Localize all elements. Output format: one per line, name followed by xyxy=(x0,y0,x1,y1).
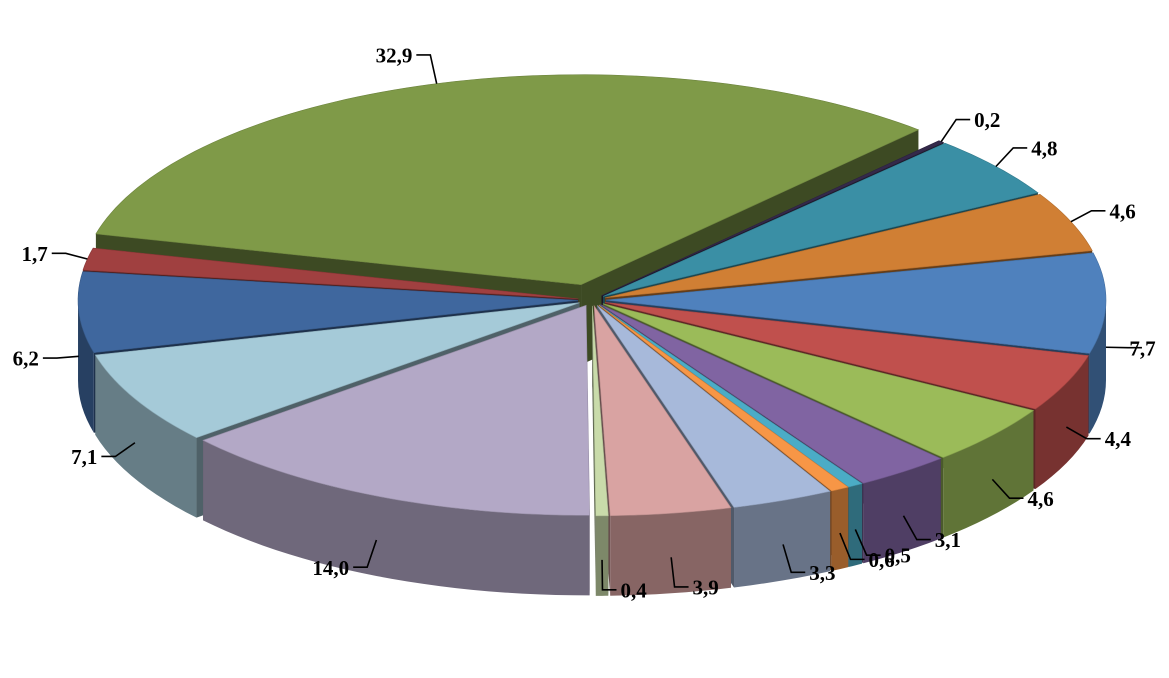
slice-12 xyxy=(82,247,579,300)
slice-side-5 xyxy=(831,487,849,571)
leader-line-8 xyxy=(601,559,617,591)
slice-side-8 xyxy=(595,515,609,596)
leader-line-12 xyxy=(51,252,88,260)
slice-side-7 xyxy=(610,507,731,596)
slice-2 xyxy=(602,303,1035,458)
slice-label-10: 7,1 xyxy=(71,445,97,469)
slice-3 xyxy=(600,304,942,484)
slice-11 xyxy=(77,271,579,354)
slice-7 xyxy=(593,304,732,517)
leader-line-6 xyxy=(782,544,806,574)
slice-side-6 xyxy=(734,491,831,588)
slice-5 xyxy=(598,304,849,492)
slice-label-16: 4,6 xyxy=(1109,199,1135,223)
slice-label-13: 32,9 xyxy=(376,43,413,67)
leader-line-2 xyxy=(991,478,1024,500)
slice-label-9: 14,0 xyxy=(312,556,349,580)
leader-line-7 xyxy=(670,557,689,588)
slice-label-8: 0,4 xyxy=(620,578,647,602)
slice-label-0: 7,7 xyxy=(1129,336,1155,360)
leader-line-9 xyxy=(353,539,378,569)
slice-10 xyxy=(94,302,580,439)
leader-line-16 xyxy=(1070,209,1106,223)
slice-side-3 xyxy=(863,458,941,564)
slice-9 xyxy=(202,304,590,516)
slice-label-14: 0,2 xyxy=(974,108,1000,132)
slice-label-1: 4,4 xyxy=(1105,427,1132,451)
slice-6 xyxy=(596,305,831,508)
leader-line-4 xyxy=(854,529,881,556)
slice-side-4 xyxy=(848,483,863,568)
leader-line-3 xyxy=(902,515,931,541)
slice-side-1 xyxy=(1035,355,1089,490)
slice-13 xyxy=(95,74,920,286)
leader-line-1 xyxy=(1065,426,1101,440)
slice-label-7: 3,9 xyxy=(693,576,719,600)
leader-line-13 xyxy=(416,54,438,84)
slice-label-2: 4,6 xyxy=(1027,487,1053,511)
leader-line-15 xyxy=(995,147,1028,168)
slice-label-5: 0,6 xyxy=(869,548,895,572)
slice-side-0 xyxy=(1089,300,1106,434)
slice-side-9 xyxy=(203,440,590,596)
slice-side-2 xyxy=(943,410,1034,538)
slice-label-3: 3,1 xyxy=(935,528,961,552)
slice-8 xyxy=(591,305,609,517)
leader-line-10 xyxy=(101,442,136,458)
slice-label-6: 3,3 xyxy=(809,561,835,585)
slice-4 xyxy=(598,304,863,488)
slice-tops xyxy=(77,74,1107,517)
slice-side-11 xyxy=(78,300,94,433)
leader-line-14 xyxy=(940,118,971,143)
slice-label-4: 0,5 xyxy=(885,544,911,568)
slice-wall-8-1 xyxy=(592,305,596,596)
slice-label-12: 1,7 xyxy=(21,242,47,266)
slice-side-10 xyxy=(95,355,197,518)
leader-line-11 xyxy=(42,355,79,359)
slice-1 xyxy=(604,301,1090,410)
slice-label-11: 6,2 xyxy=(13,347,39,371)
slice-label-15: 4,8 xyxy=(1031,137,1057,161)
leader-line-5 xyxy=(839,532,865,561)
data-labels: 7,7 4,4 4,6 3,1 0,50,6 3,3 3,9 0,4 14,0 7,1 6,2 1,7… xyxy=(13,43,1156,602)
slice-0 xyxy=(605,252,1107,354)
